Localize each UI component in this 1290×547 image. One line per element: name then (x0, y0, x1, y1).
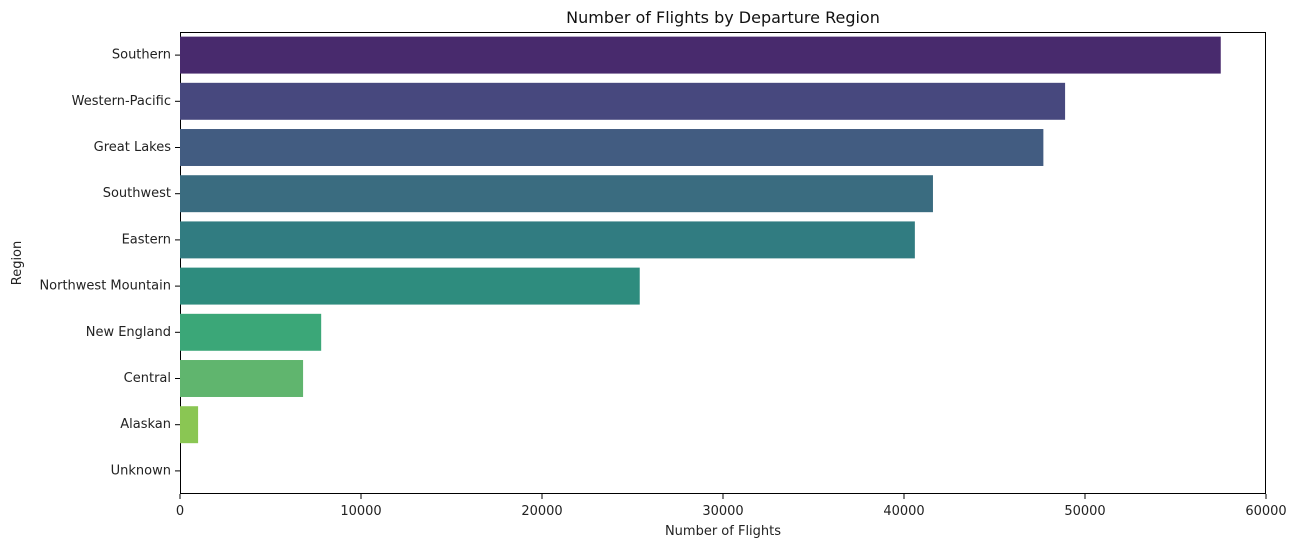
x-tick-label: 0 (176, 504, 184, 519)
bars-group (180, 36, 1221, 444)
y-tick-label: New England (86, 325, 171, 340)
x-tick-label: 40000 (883, 504, 924, 519)
bar-great-lakes (180, 129, 1044, 166)
bar-new-england (180, 313, 322, 351)
y-tick-label: Central (124, 371, 171, 386)
y-tick-label: Alaskan (120, 417, 171, 432)
x-tick-label: 50000 (1064, 504, 1105, 519)
chart-title: Number of Flights by Departure Region (566, 8, 880, 27)
y-axis-title: Region (10, 241, 25, 286)
y-tick-label: Great Lakes (94, 140, 172, 155)
bar-northwest-mountain (180, 267, 640, 305)
bar-eastern (180, 221, 915, 259)
x-axis-ticks: 0 10000 20000 30000 40000 50000 60000 (176, 494, 1287, 519)
y-tick-label: Southern (112, 48, 171, 63)
x-tick-label: 30000 (702, 504, 743, 519)
y-tick-label: Southwest (103, 186, 171, 201)
bar-alaskan (180, 406, 199, 444)
bar-southern (180, 36, 1221, 74)
y-tick-label: Northwest Mountain (39, 279, 171, 294)
bar-central (180, 360, 304, 397)
y-tick-label: Eastern (122, 232, 171, 247)
y-axis-ticks: Southern Western-Pacific Great Lakes Southw… (39, 48, 180, 478)
x-tick-label: 10000 (340, 504, 381, 519)
x-tick-label: 60000 (1245, 504, 1286, 519)
plot-area (180, 32, 1266, 494)
bar-southwest (180, 175, 933, 213)
x-tick-label: 20000 (521, 504, 562, 519)
y-tick-label: Western-Pacific (72, 94, 171, 109)
y-tick-label: Unknown (111, 463, 171, 478)
x-axis-title: Number of Flights (665, 524, 781, 539)
bar-western-pacific (180, 82, 1066, 120)
